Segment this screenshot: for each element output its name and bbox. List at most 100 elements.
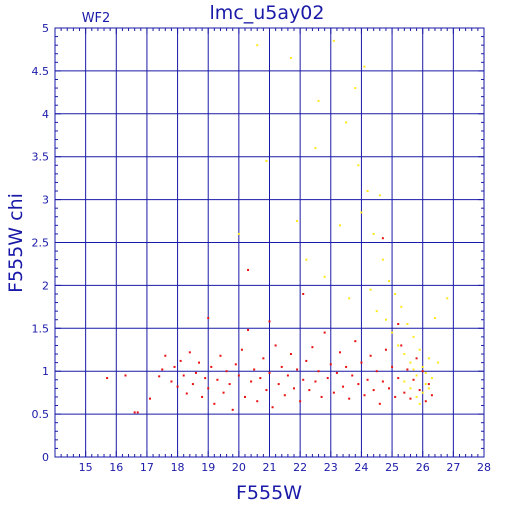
data-point-red: [207, 387, 210, 390]
data-points: [106, 39, 449, 414]
x-tick-label: 25: [385, 461, 399, 474]
x-tick-label: 28: [477, 461, 491, 474]
data-point-red: [302, 378, 305, 381]
data-point-yellow: [323, 275, 326, 278]
y-tick-labels: 0 0.5 1 1.5 2 2.5 3 3.5 4 4.5 5: [32, 22, 50, 464]
data-point-red: [277, 383, 280, 386]
data-point-red: [271, 406, 274, 409]
data-point-red: [424, 400, 427, 403]
data-point-yellow: [424, 383, 427, 386]
data-point-yellow: [366, 190, 369, 193]
data-point-red: [348, 397, 351, 400]
data-point-red: [194, 371, 197, 374]
data-point-red: [106, 377, 109, 380]
data-point-yellow: [338, 224, 341, 227]
y-tick-label: 4: [42, 108, 49, 121]
data-point-red: [185, 392, 188, 395]
data-point-red: [225, 370, 228, 373]
data-point-yellow: [360, 211, 363, 214]
data-point-red: [320, 395, 323, 398]
data-point-yellow: [424, 371, 427, 374]
data-point-red: [136, 411, 139, 414]
y-tick-label: 4.5: [32, 65, 50, 78]
data-point-red: [274, 344, 277, 347]
data-point-yellow: [433, 317, 436, 320]
data-point-red: [243, 395, 246, 398]
y-tick-label: 1.5: [32, 322, 50, 335]
data-point-yellow: [348, 297, 351, 300]
data-point-red: [213, 402, 216, 405]
data-point-red: [250, 380, 253, 383]
data-point-red: [188, 351, 191, 354]
data-point-red: [391, 365, 394, 368]
x-axis-label: F555W: [236, 482, 302, 504]
data-point-yellow: [400, 305, 403, 308]
data-point-yellow: [384, 318, 387, 321]
x-tick-label: 15: [79, 461, 93, 474]
data-point-red: [299, 400, 302, 403]
data-point-red: [394, 395, 397, 398]
data-point-yellow: [427, 357, 430, 360]
data-point-red: [427, 383, 430, 386]
data-point-yellow: [446, 297, 449, 300]
data-point-red: [170, 380, 173, 383]
data-point-red: [369, 354, 372, 357]
data-point-red: [268, 320, 271, 323]
data-point-red: [204, 377, 207, 380]
data-point-red: [308, 389, 311, 392]
data-point-red: [293, 387, 296, 390]
data-point-yellow: [409, 361, 412, 364]
y-tick-label: 2: [42, 279, 49, 292]
data-point-red: [210, 365, 213, 368]
axis-ticks: [54, 27, 485, 458]
data-point-yellow: [415, 374, 418, 377]
y-tick-label: 1: [42, 365, 49, 378]
y-tick-label: 0: [42, 451, 49, 464]
grid: [55, 28, 484, 457]
data-point-red: [253, 368, 256, 371]
data-point-yellow: [412, 335, 415, 338]
data-point-yellow: [430, 377, 433, 380]
data-point-red: [280, 365, 283, 368]
data-point-yellow: [357, 164, 360, 167]
data-point-yellow: [406, 323, 409, 326]
data-point-red: [375, 370, 378, 373]
x-tick-label: 22: [293, 461, 307, 474]
data-point-red: [176, 385, 179, 388]
data-point-red: [289, 353, 292, 356]
data-point-red: [296, 368, 299, 371]
data-point-red: [345, 365, 348, 368]
data-point-red: [351, 374, 354, 377]
x-tick-label: 20: [232, 461, 246, 474]
data-point-red: [216, 378, 219, 381]
data-point-red: [415, 357, 418, 360]
data-point-red: [378, 402, 381, 405]
data-point-red: [265, 389, 268, 392]
data-point-red: [329, 363, 332, 366]
data-point-red: [173, 365, 176, 368]
data-point-red: [357, 383, 360, 386]
data-point-yellow: [237, 232, 240, 235]
y-tick-label: 5: [42, 22, 49, 35]
data-point-red: [228, 383, 231, 386]
data-point-yellow: [388, 280, 391, 283]
data-point-red: [363, 394, 366, 397]
data-point-yellow: [421, 391, 424, 394]
data-point-red: [302, 292, 305, 295]
data-point-yellow: [397, 344, 400, 347]
data-point-red: [164, 354, 167, 357]
data-point-yellow: [305, 258, 308, 261]
data-point-red: [247, 329, 250, 332]
data-point-yellow: [314, 147, 317, 150]
data-point-red: [158, 375, 161, 378]
x-tick-label: 16: [109, 461, 123, 474]
data-point-yellow: [418, 402, 421, 405]
data-point-red: [314, 380, 317, 383]
panel-label: WF2: [82, 11, 111, 26]
y-axis-label: F555W chi: [5, 193, 27, 293]
x-tick-label: 19: [201, 461, 215, 474]
data-point-yellow: [409, 387, 412, 390]
data-point-yellow: [369, 288, 372, 291]
y-tick-label: 2.5: [32, 237, 50, 250]
